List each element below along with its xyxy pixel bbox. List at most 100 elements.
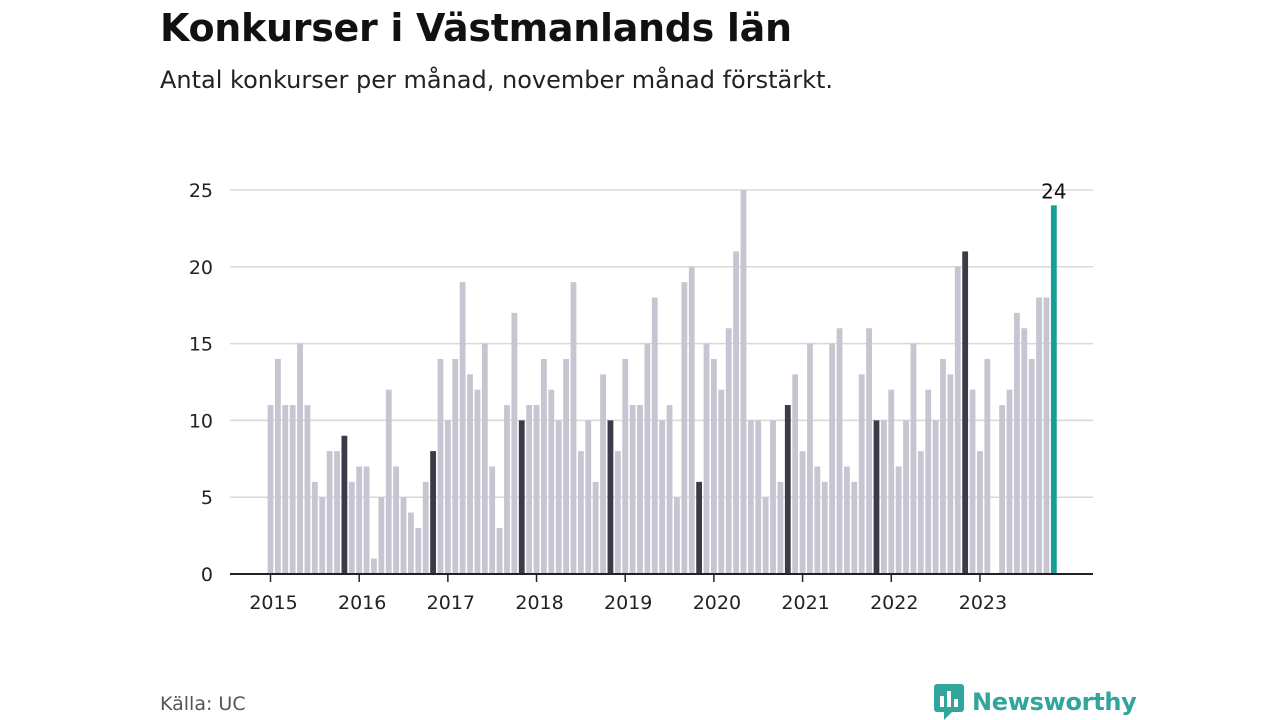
bar xyxy=(844,466,850,574)
bar xyxy=(792,374,799,574)
bar xyxy=(984,358,991,574)
bar xyxy=(932,420,939,574)
bar xyxy=(851,481,858,574)
bar xyxy=(903,420,909,574)
bar xyxy=(629,405,636,574)
bar xyxy=(696,481,703,574)
x-tick-label: 2021 xyxy=(781,592,829,614)
bar xyxy=(614,451,621,574)
bar xyxy=(940,358,946,574)
bar xyxy=(304,405,311,574)
bar xyxy=(784,405,791,574)
bar xyxy=(467,374,473,574)
bar xyxy=(474,389,481,574)
bar xyxy=(799,451,806,574)
y-tick-label: 25 xyxy=(189,180,213,202)
bar xyxy=(452,358,459,574)
bar xyxy=(1006,389,1013,574)
bar xyxy=(1021,328,1028,574)
bar xyxy=(563,358,569,574)
bar xyxy=(267,405,274,574)
bar xyxy=(688,266,695,574)
bar xyxy=(541,358,547,574)
bar xyxy=(954,266,961,574)
bar xyxy=(422,481,429,574)
bar xyxy=(740,190,747,574)
x-tick-label: 2016 xyxy=(338,592,386,614)
bar xyxy=(341,435,348,574)
annotations: 24 xyxy=(1041,179,1066,203)
bar xyxy=(481,343,488,574)
bar xyxy=(511,312,518,574)
bar xyxy=(385,389,392,574)
bar xyxy=(430,451,436,574)
bar xyxy=(363,466,370,574)
x-tick-label: 2019 xyxy=(604,592,652,614)
bar xyxy=(807,343,813,574)
bar xyxy=(533,405,540,574)
bar xyxy=(444,420,451,574)
bar xyxy=(1028,358,1035,574)
bar xyxy=(348,481,355,574)
bar xyxy=(866,328,872,574)
bar xyxy=(570,282,577,574)
bar xyxy=(274,358,281,574)
bar xyxy=(356,466,363,574)
y-tick-label: 10 xyxy=(189,410,213,432)
bar xyxy=(747,420,754,574)
bar xyxy=(400,497,407,574)
bar xyxy=(644,343,651,574)
chart-subtitle: Antal konkurser per månad, november måna… xyxy=(160,66,834,94)
x-tick-label: 2023 xyxy=(959,592,1007,614)
bar xyxy=(622,358,629,574)
bar xyxy=(378,497,385,574)
bar xyxy=(437,358,444,574)
y-tick-label: 20 xyxy=(189,257,213,279)
bar xyxy=(600,374,606,574)
bar xyxy=(917,451,924,574)
bar xyxy=(651,297,658,574)
bar xyxy=(755,420,762,574)
bar xyxy=(297,343,303,574)
bar xyxy=(607,420,614,574)
y-tick-label: 5 xyxy=(201,487,213,509)
bar xyxy=(311,481,318,574)
y-tick-label: 0 xyxy=(201,564,213,586)
x-axis: 2015 2016 2017 2018 2019 2020 2021 2022 2023 xyxy=(230,573,1093,614)
bar xyxy=(725,328,732,574)
bar xyxy=(947,374,954,574)
bar xyxy=(977,451,983,574)
bar xyxy=(504,405,510,574)
bar xyxy=(489,466,496,574)
bar xyxy=(777,481,784,574)
bar xyxy=(408,512,414,574)
bar xyxy=(962,251,969,574)
bar xyxy=(999,405,1006,574)
bar xyxy=(733,251,739,574)
bar xyxy=(925,389,932,574)
bar xyxy=(319,497,326,574)
bar xyxy=(681,282,688,574)
newsworthy-logo: Newsworthy xyxy=(934,684,1137,720)
bar xyxy=(592,481,599,574)
bar xyxy=(548,389,555,574)
bar xyxy=(829,343,836,574)
chart-title: Konkurser i Västmanlands län xyxy=(160,6,792,50)
bar xyxy=(659,420,666,574)
source-note: Källa: UC xyxy=(160,693,246,715)
bar xyxy=(393,466,400,574)
bar xyxy=(888,389,895,574)
bar xyxy=(666,405,673,574)
x-tick-label: 2015 xyxy=(249,592,297,614)
bar xyxy=(770,420,776,574)
bar xyxy=(821,481,828,574)
bar xyxy=(585,420,592,574)
bar xyxy=(910,343,917,574)
bar xyxy=(415,527,422,574)
bar xyxy=(969,389,976,574)
bar xyxy=(334,451,340,574)
x-tick-label: 2022 xyxy=(870,592,918,614)
bar xyxy=(1013,312,1020,574)
bar xyxy=(637,405,643,574)
bar xyxy=(371,558,377,574)
